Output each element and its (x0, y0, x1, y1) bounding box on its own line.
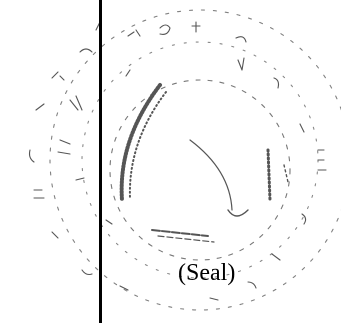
seal-caption: (Seal) (178, 260, 236, 286)
vertical-rule (99, 0, 102, 323)
